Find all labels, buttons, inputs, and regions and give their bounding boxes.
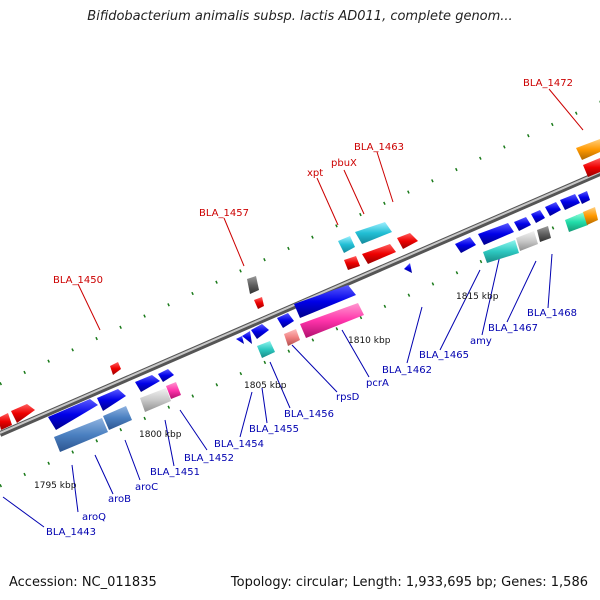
gene-right-blue[interactable] <box>578 191 590 204</box>
gene-bla-1467[interactable] <box>537 226 551 242</box>
gene-arob-block[interactable] <box>97 389 126 411</box>
red-gene-labels: BLA_1450 BLA_1457 xpt pbuX BLA_1463 BLA_… <box>53 78 573 286</box>
gene-left-red-1[interactable] <box>0 413 12 430</box>
gene-bla-1463[interactable] <box>397 233 418 249</box>
gene-amy[interactable] <box>516 231 538 251</box>
scale-label-1805: 1805 kbp <box>244 381 287 391</box>
gene-bla-1451[interactable] <box>140 388 171 412</box>
gene-bla-1451-block[interactable] <box>158 369 174 382</box>
label-bla-1451: BLA_1451 <box>150 467 200 478</box>
gene-bla-1465-block[interactable] <box>455 237 476 253</box>
gene-rpsd-block[interactable] <box>277 313 294 328</box>
gene-xpt[interactable] <box>338 236 355 253</box>
label-bla-1463: BLA_1463 <box>354 142 404 153</box>
gene-bla-1468[interactable] <box>565 212 588 232</box>
lower-strand-genes <box>54 207 598 452</box>
gene-pbux-red[interactable] <box>362 244 396 264</box>
gene-pcra-block[interactable] <box>294 285 356 318</box>
gene-bla-1455-block[interactable] <box>242 331 252 344</box>
gene-bla-1462-block[interactable] <box>404 263 412 273</box>
label-bla-1457: BLA_1457 <box>199 208 249 219</box>
gene-bla-1456-block[interactable] <box>251 324 269 339</box>
label-xpt: xpt <box>307 168 323 179</box>
map-title: Bifidobacterium animalis subsp. lactis A… <box>87 9 513 24</box>
gene-bla-1465[interactable] <box>483 240 519 263</box>
label-pbux: pbuX <box>331 158 357 169</box>
gene-bla-1468-block-b[interactable] <box>560 194 580 210</box>
gene-arob[interactable] <box>103 406 132 430</box>
gene-bla-1472-orange[interactable] <box>576 139 600 160</box>
scale-label-1815: 1815 kbp <box>456 292 499 302</box>
gene-aroq[interactable] <box>54 418 108 452</box>
gene-bla-1457[interactable] <box>254 297 264 309</box>
red-leader-lines <box>77 88 584 331</box>
label-bla-1454: BLA_1454 <box>214 439 264 450</box>
scale-label-1800: 1800 kbp <box>139 430 182 440</box>
label-bla-1472: BLA_1472 <box>523 78 573 89</box>
gene-bla-1454-block[interactable] <box>236 336 244 344</box>
gene-pcra[interactable] <box>300 303 364 338</box>
blue-leader-lines <box>2 253 553 528</box>
gene-bla-1452[interactable] <box>166 382 181 399</box>
label-bla-1456: BLA_1456 <box>284 409 334 420</box>
label-bla-1452: BLA_1452 <box>184 453 234 464</box>
gene-right-orange[interactable] <box>583 207 598 225</box>
label-aroq: aroQ <box>82 512 106 523</box>
gene-bla-1455[interactable] <box>257 341 275 358</box>
scale-labels: 1795 kbp 1800 kbp 1805 kbp 1810 kbp 1815… <box>34 292 499 491</box>
gene-bla-1450[interactable] <box>110 362 121 375</box>
gene-bla-1472-red[interactable] <box>583 158 600 177</box>
gene-bla-1456[interactable] <box>284 329 300 346</box>
label-bla-1450: BLA_1450 <box>53 275 103 286</box>
gene-bla-1468-block-a[interactable] <box>545 202 561 216</box>
label-bla-1455: BLA_1455 <box>249 424 299 435</box>
label-aroc: aroC <box>135 482 158 493</box>
label-amy: amy <box>470 336 492 347</box>
upper-strand-genes <box>0 139 600 430</box>
label-arob: aroB <box>108 494 131 505</box>
label-bla-1467: BLA_1467 <box>488 323 538 334</box>
label-bla-1465: BLA_1465 <box>419 350 469 361</box>
gene-bla-1467-block[interactable] <box>531 210 545 223</box>
gene-left-red-2[interactable] <box>11 404 35 423</box>
label-bla-1443: BLA_1443 <box>46 527 96 538</box>
accession-text: Accession: NC_011835 <box>9 575 157 590</box>
label-bla-1468: BLA_1468 <box>527 308 577 319</box>
gene-pbux[interactable] <box>355 222 392 244</box>
scale-label-1810: 1810 kbp <box>348 336 391 346</box>
gene-xpt-red[interactable] <box>344 256 360 270</box>
label-pcra: pcrA <box>366 378 389 389</box>
gene-aroq-block[interactable] <box>48 399 98 430</box>
gene-aroc-block[interactable] <box>135 375 160 392</box>
gene-bla-1457-gray[interactable] <box>247 276 259 294</box>
gene-amy-block[interactable] <box>478 223 514 245</box>
label-rpsd: rpsD <box>336 392 360 403</box>
label-bla-1462: BLA_1462 <box>382 365 432 376</box>
scale-label-1795: 1795 kbp <box>34 481 77 491</box>
gene-amy-block-2[interactable] <box>514 217 531 231</box>
blue-gene-labels: BLA_1443 aroQ aroB aroC BLA_1451 BLA_145… <box>46 308 577 538</box>
topology-text: Topology: circular; Length: 1,933,695 bp… <box>230 575 588 590</box>
